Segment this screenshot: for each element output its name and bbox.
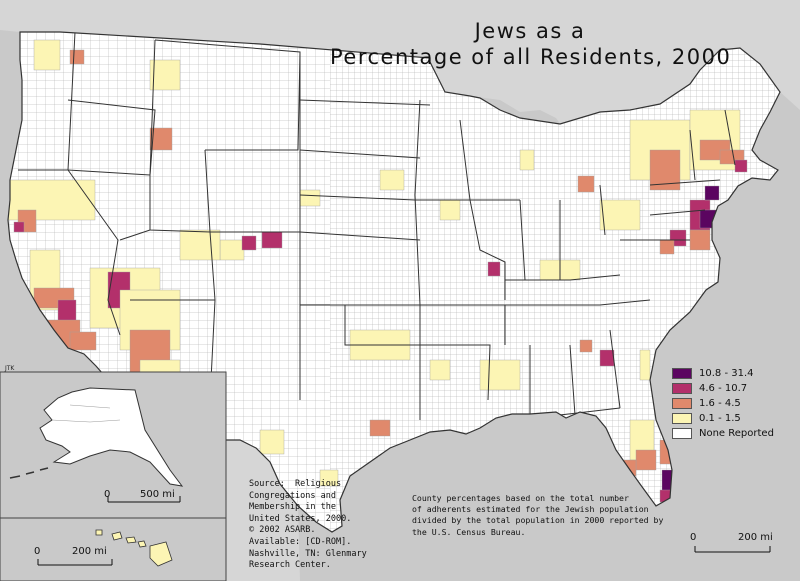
source-citation: Source: Religious Congregations and Memb… <box>249 479 367 571</box>
county-highlight <box>487 261 501 277</box>
county-highlight <box>439 199 461 221</box>
legend-label: 4.6 - 10.7 <box>699 382 748 394</box>
legend-label: 0.1 - 1.5 <box>699 412 741 424</box>
map-credit: JTK <box>5 365 15 372</box>
county-highlight <box>599 199 641 231</box>
methodology-note: County percentages based on the total nu… <box>412 493 664 537</box>
canada-landmass <box>0 0 800 124</box>
hawaii-scale-distance: 200 mi <box>72 546 107 557</box>
county-highlight <box>179 229 221 261</box>
legend-item: None Reported <box>672 426 790 440</box>
alaska-landmass <box>39 387 184 487</box>
legend-item: 10.8 - 31.4 <box>672 366 790 380</box>
legend-swatch <box>672 397 692 409</box>
county-highlight <box>299 189 321 207</box>
county-highlight <box>8 179 96 221</box>
county-highlight <box>689 229 711 251</box>
legend-item: 4.6 - 10.7 <box>672 381 790 395</box>
county-highlight <box>149 127 173 151</box>
hawaii-scale-bar <box>37 559 113 566</box>
county-highlight <box>599 349 615 367</box>
county-highlight <box>429 359 451 381</box>
county-highlight <box>69 49 85 65</box>
map-title: Jews as a Percentage of all Residents, 2… <box>330 18 730 70</box>
county-highlight <box>479 359 521 391</box>
legend-swatch <box>672 427 692 439</box>
county-highlight <box>734 159 748 173</box>
county-highlight <box>319 469 339 487</box>
hawaii-scale-zero: 0 <box>34 546 41 557</box>
county-highlight <box>241 235 257 251</box>
county-highlight <box>13 221 25 233</box>
hawaii-inset <box>0 517 227 581</box>
legend-label: 10.8 - 31.4 <box>699 367 754 379</box>
county-highlight <box>261 231 283 249</box>
county-highlight <box>579 339 593 353</box>
legend-label: 1.6 - 4.5 <box>699 397 741 409</box>
main-scale-distance: 200 mi <box>738 532 773 543</box>
legend-swatch <box>672 382 692 394</box>
county-highlight <box>639 349 651 381</box>
state-boundaries <box>18 32 736 420</box>
main-scale-bar <box>694 546 771 553</box>
alaska-scale-bar <box>107 496 181 503</box>
county-highlight <box>149 59 181 91</box>
county-highlight <box>577 175 595 193</box>
legend-item: 1.6 - 4.5 <box>672 396 790 410</box>
county-highlight <box>635 449 657 471</box>
county-highlight <box>659 439 675 465</box>
alaska-inset <box>0 371 227 519</box>
legend-label: None Reported <box>699 427 774 439</box>
alaska-scale-distance: 500 mi <box>140 489 175 500</box>
highlight-counties <box>8 39 748 503</box>
county-highlight <box>519 149 535 171</box>
county-highlight <box>659 239 675 255</box>
county-highlight <box>704 185 720 201</box>
county-highlight <box>69 331 97 351</box>
alaska-scale-zero: 0 <box>104 489 111 500</box>
map-title-line-1: Jews as a <box>474 19 586 43</box>
county-highlight <box>219 239 245 261</box>
county-highlight <box>33 39 61 71</box>
map-title-line-2: Percentage of all Residents, 2000 <box>330 45 732 69</box>
aleutian-islands <box>9 467 49 479</box>
main-scale-zero: 0 <box>690 532 697 543</box>
county-highlight <box>379 169 405 191</box>
legend: 10.8 - 31.4 4.6 - 10.7 1.6 - 4.5 0.1 - 1… <box>672 366 790 441</box>
county-highlight <box>259 429 285 455</box>
county-highlight <box>369 419 391 437</box>
legend-swatch <box>672 412 692 424</box>
legend-swatch <box>672 367 692 379</box>
legend-item: 0.1 - 1.5 <box>672 411 790 425</box>
